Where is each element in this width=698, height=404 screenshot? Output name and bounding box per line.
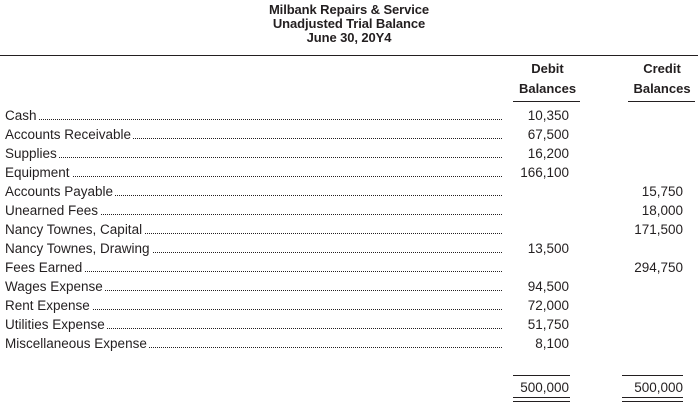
account-row: Accounts Payable 15,750 [0,182,698,201]
debit-amount: 10,350 [527,108,569,123]
dot-leader [5,201,502,220]
account-name: Cash [5,108,39,123]
account-name: Equipment [5,165,72,180]
dot-leader [5,239,502,258]
credit-header-rule [628,101,695,102]
account-name: Accounts Receivable [5,127,134,142]
account-name: Utilities Expense [5,317,107,332]
debit-amount: 94,500 [527,279,569,294]
dot-leader [5,296,502,315]
account-row: Miscellaneous Expense 8,100 [0,334,698,353]
dot-leader [5,144,502,163]
debit-header-line2: Balances [518,81,577,96]
debit-amount: 67,500 [527,127,569,142]
debit-header-rule [513,101,580,102]
dot-leader [5,220,502,239]
statement-date: June 30, 20Y4 [306,30,392,45]
account-name: Miscellaneous Expense [5,336,149,351]
debit-amount: 72,000 [527,298,569,313]
dot-leader [5,106,502,125]
statement-header: Milbank Repairs & Service Unadjusted Tri… [0,3,698,45]
company-name: Milbank Repairs & Service [268,2,430,17]
credit-column-header: Credit Balances [622,59,698,99]
debit-subtotal-rule [513,375,570,376]
debit-column-header: Debit Balances [505,59,590,99]
account-row: Wages Expense 94,500 [0,277,698,296]
top-rule [0,55,698,56]
account-list: Cash 10,350 Accounts Receivable 67,500 Suppl… [0,106,698,353]
account-name: Fees Earned [5,260,85,275]
dot-leader [5,258,502,277]
account-row: Rent Expense 72,000 [0,296,698,315]
debit-header-line1: Debit [531,61,564,76]
account-row: Accounts Receivable 67,500 [0,125,698,144]
debit-total-double-rule [513,397,570,402]
debit-amount: 51,750 [527,317,569,332]
dot-leader [5,125,502,144]
account-row: Unearned Fees 18,000 [0,201,698,220]
credit-amount: 18,000 [641,203,683,218]
account-name: Supplies [5,146,59,161]
dot-leader [5,315,502,334]
account-name: Nancy Townes, Drawing [5,241,152,256]
statement-title: Unadjusted Trial Balance [272,16,426,31]
credit-total: 500,000 [634,380,683,395]
credit-amount: 294,750 [634,260,683,275]
credit-header-line2: Balances [633,81,691,96]
dot-leader [5,182,502,201]
debit-total: 500,000 [520,380,569,395]
debit-amount: 166,100 [520,165,569,180]
debit-amount: 16,200 [527,146,569,161]
dot-leader [5,277,502,296]
dot-leader [5,334,502,353]
credit-total-double-rule [622,397,683,402]
credit-header-line1: Credit [643,61,681,76]
account-name: Accounts Payable [5,184,116,199]
credit-amount: 171,500 [634,222,683,237]
account-row: Nancy Townes, Drawing 13,500 [0,239,698,258]
account-name: Rent Expense [5,298,92,313]
account-name: Unearned Fees [5,203,101,218]
account-row: Supplies 16,200 [0,144,698,163]
debit-amount: 8,100 [535,336,569,351]
debit-amount: 13,500 [527,241,569,256]
dot-leader [5,163,502,182]
account-row: Utilities Expense 51,750 [0,315,698,334]
account-name: Wages Expense [5,279,105,294]
account-name: Nancy Townes, Capital [5,222,145,237]
account-row: Nancy Townes, Capital 171,500 [0,220,698,239]
credit-subtotal-rule [622,375,683,376]
account-row: Cash 10,350 [0,106,698,125]
credit-amount: 15,750 [641,184,683,199]
account-row: Equipment 166,100 [0,163,698,182]
account-row: Fees Earned 294,750 [0,258,698,277]
